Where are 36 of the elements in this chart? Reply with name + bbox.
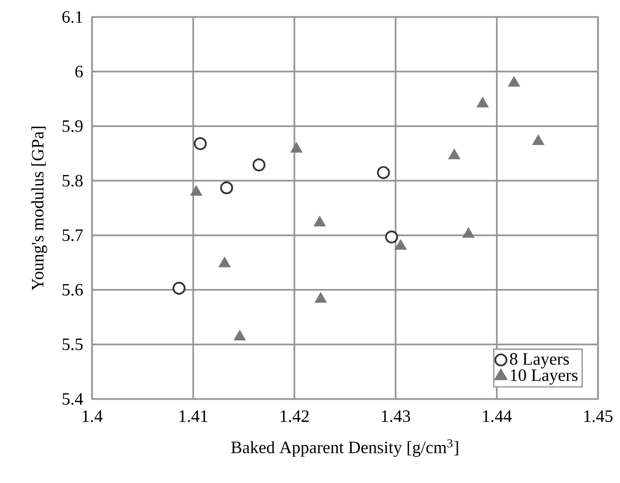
point [376,166,390,180]
x-tick-label: 1.43 [382,410,410,422]
y-tick-label: 5.9 [62,120,83,132]
y-tick-label: 5.5 [62,338,83,350]
x-tick-label: 1.41 [180,410,208,422]
point [462,227,475,238]
point [508,76,520,87]
point [172,282,186,295]
x-axis-title: Baked Apparent Density [g/cm$^{3}$] [231,439,458,457]
point [448,148,460,160]
point [532,134,544,146]
legend-label: 8 Layers [510,353,569,368]
point [190,185,202,196]
point [218,256,231,268]
y-tick-label: 5.7 [62,229,83,242]
point [385,230,398,244]
y-tick-label: 6 [75,66,83,78]
y-tick-label: 5.8 [62,174,83,187]
point [220,181,234,194]
legend-label: 10 Layers [510,369,578,385]
x-tick-label: 1.44 [483,410,512,422]
point [234,330,246,340]
point [290,142,302,153]
point [314,216,326,226]
x-tick-label: 1.42 [280,410,309,422]
point [252,158,266,172]
y-tick-label: 5.4 [62,393,84,405]
point [194,137,207,150]
point [476,96,489,108]
y-tick-label: 6.1 [62,11,82,23]
y-axis-title: Young's modulus [GPa] [31,126,48,290]
y-tick-label: 5.6 [62,284,83,296]
point [394,239,407,250]
x-tick-label: 1.4 [82,410,103,422]
point [314,292,327,303]
x-tick-label: 1.45 [584,410,612,422]
